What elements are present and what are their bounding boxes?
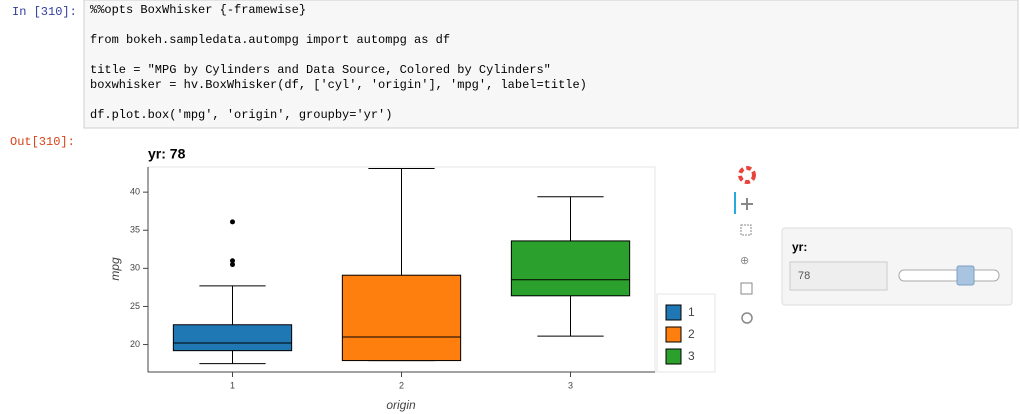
legend-swatch bbox=[665, 348, 682, 365]
box-zoom-tool[interactable] bbox=[740, 224, 752, 236]
outlier bbox=[230, 262, 235, 268]
legend-label: 1 bbox=[688, 305, 695, 319]
code-cell[interactable] bbox=[83, 0, 1019, 129]
outlier bbox=[230, 219, 235, 225]
y-tick-label: 35 bbox=[130, 225, 140, 235]
plot: yr: 78 origin mpg 20 25 30 35 40 1 1 2 2 3 3 bbox=[108, 146, 716, 412]
chart-title: yr: 78 bbox=[148, 146, 186, 162]
code: %%opts BoxWhisker {-framewise} from bokeh… bbox=[90, 3, 587, 122]
legend-label: 2 bbox=[688, 327, 695, 341]
y-tick-label: 20 bbox=[130, 339, 140, 349]
legend-swatch bbox=[665, 326, 682, 343]
x-tick-label: 1 bbox=[230, 380, 235, 390]
y-axis-label: mpg bbox=[108, 257, 122, 281]
out-prompt: Out[310]: bbox=[10, 135, 75, 149]
code-line: boxwhisker = hv.BoxWhisker(df, ['cyl', '… bbox=[90, 78, 587, 92]
value-input[interactable] bbox=[789, 261, 888, 291]
toolbar: ⊕ bbox=[734, 166, 756, 324]
save-tool[interactable] bbox=[740, 282, 753, 295]
widget-value: 78 bbox=[798, 270, 810, 282]
bokeh-logo[interactable] bbox=[738, 166, 756, 184]
wheel-zoom-tool[interactable]: ⊕ bbox=[740, 255, 749, 267]
slider-track[interactable] bbox=[898, 269, 1000, 282]
code-line: %%opts BoxWhisker {-framewise} bbox=[90, 3, 306, 17]
legend-swatch bbox=[665, 304, 682, 321]
x-tick-label: 3 bbox=[568, 380, 573, 390]
code-line: from bokeh.sampledata.autompg import aut… bbox=[90, 33, 450, 47]
box bbox=[510, 240, 631, 297]
in-prompt: In [310]: bbox=[12, 5, 77, 19]
code-line: title = "MPG by Cylinders and Data Sourc… bbox=[90, 63, 551, 77]
y-tick-label: 30 bbox=[130, 263, 140, 273]
legend-label: 3 bbox=[688, 349, 695, 363]
pan-tool[interactable] bbox=[741, 198, 753, 210]
widget-label: yr: bbox=[792, 240, 807, 254]
reset-tool[interactable] bbox=[741, 312, 753, 324]
x-tick-label: 2 bbox=[399, 380, 404, 390]
widget: yr: 78 bbox=[781, 227, 1013, 306]
code-line: df.plot.box('mpg', 'origin', groupby='yr… bbox=[90, 108, 392, 122]
outlier bbox=[230, 258, 235, 264]
x-axis-label: origin bbox=[386, 398, 416, 412]
slider-handle[interactable] bbox=[956, 265, 975, 286]
box bbox=[172, 324, 293, 352]
y-tick-label: 40 bbox=[130, 187, 140, 197]
y-tick-label: 25 bbox=[130, 301, 140, 311]
box bbox=[341, 274, 462, 362]
